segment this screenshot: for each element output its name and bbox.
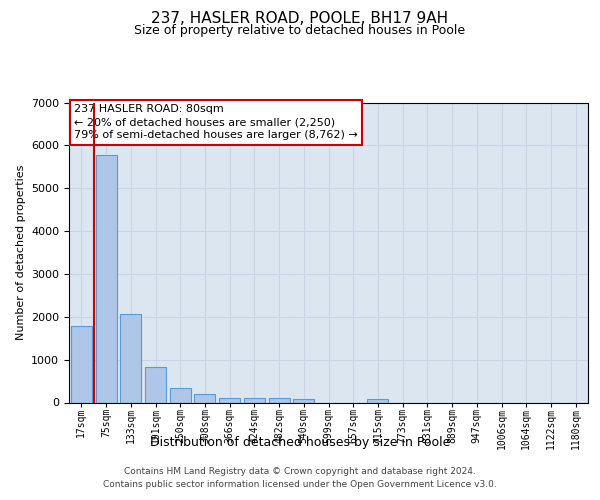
Text: 237 HASLER ROAD: 80sqm
← 20% of detached houses are smaller (2,250)
79% of semi-: 237 HASLER ROAD: 80sqm ← 20% of detached…: [74, 104, 358, 141]
Bar: [269, 398, 290, 402]
Bar: [170, 388, 191, 402]
Bar: [367, 399, 388, 402]
Text: Distribution of detached houses by size in Poole: Distribution of detached houses by size …: [150, 436, 450, 449]
Text: 237, HASLER ROAD, POOLE, BH17 9AH: 237, HASLER ROAD, POOLE, BH17 9AH: [151, 11, 449, 26]
Text: Contains public sector information licensed under the Open Government Licence v3: Contains public sector information licen…: [103, 480, 497, 489]
Bar: [293, 399, 314, 402]
Bar: [219, 398, 240, 402]
Bar: [244, 398, 265, 402]
Bar: [120, 314, 141, 402]
Text: Contains HM Land Registry data © Crown copyright and database right 2024.: Contains HM Land Registry data © Crown c…: [124, 467, 476, 476]
Bar: [95, 155, 116, 402]
Bar: [145, 368, 166, 402]
Bar: [194, 394, 215, 402]
Text: Size of property relative to detached houses in Poole: Size of property relative to detached ho…: [134, 24, 466, 37]
Y-axis label: Number of detached properties: Number of detached properties: [16, 165, 26, 340]
Bar: [71, 326, 92, 402]
